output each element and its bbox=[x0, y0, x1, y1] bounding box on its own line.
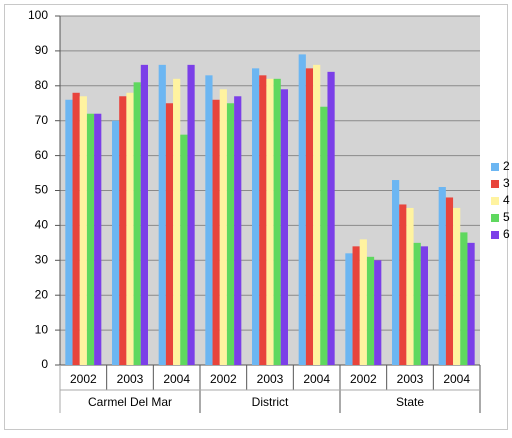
bar bbox=[79, 96, 87, 366]
y-tick-label: 0 bbox=[41, 357, 48, 371]
bar bbox=[112, 120, 120, 365]
x-tick-label: 2004 bbox=[163, 372, 190, 386]
bar bbox=[180, 134, 188, 365]
group-label: State bbox=[396, 395, 424, 409]
bar bbox=[327, 71, 335, 365]
bar bbox=[266, 78, 274, 365]
legend-swatch bbox=[491, 231, 499, 239]
y-tick-label: 40 bbox=[35, 218, 49, 232]
bar bbox=[320, 106, 328, 366]
bar bbox=[212, 99, 220, 365]
y-tick-label: 60 bbox=[35, 148, 49, 162]
bar bbox=[158, 64, 166, 366]
bar bbox=[252, 68, 260, 365]
y-tick-label: 80 bbox=[35, 78, 49, 92]
bar bbox=[119, 96, 127, 366]
x-tick-label: 2003 bbox=[117, 372, 144, 386]
bar bbox=[399, 204, 407, 365]
bar bbox=[467, 242, 475, 365]
bar bbox=[392, 180, 400, 365]
y-tick-label: 20 bbox=[35, 287, 49, 301]
x-tick-label: 2003 bbox=[257, 372, 284, 386]
bar bbox=[165, 103, 174, 365]
bar bbox=[438, 187, 446, 365]
x-tick-label: 2002 bbox=[210, 372, 237, 386]
legend-swatch bbox=[491, 163, 499, 171]
bar bbox=[187, 64, 195, 366]
legend-swatch bbox=[491, 197, 499, 205]
x-tick-label: 2004 bbox=[303, 372, 330, 386]
group-label: District bbox=[252, 395, 289, 409]
legend-swatch bbox=[491, 180, 499, 188]
bar bbox=[406, 207, 414, 365]
bar bbox=[313, 64, 321, 366]
bar bbox=[298, 54, 306, 365]
x-tick-label: 2004 bbox=[443, 372, 470, 386]
bar bbox=[359, 239, 367, 365]
bar bbox=[234, 96, 242, 366]
legend-label: 2 bbox=[503, 159, 510, 173]
bar bbox=[445, 197, 454, 365]
bar bbox=[345, 253, 353, 365]
bar bbox=[273, 78, 281, 365]
bar bbox=[94, 113, 102, 365]
bar bbox=[205, 75, 213, 365]
y-tick-label: 90 bbox=[35, 43, 49, 57]
bar bbox=[280, 89, 288, 365]
bar bbox=[366, 256, 375, 365]
bar bbox=[460, 232, 468, 365]
legend-swatch bbox=[491, 214, 499, 222]
bar bbox=[413, 242, 421, 365]
y-tick-label: 100 bbox=[28, 8, 48, 22]
bar bbox=[305, 68, 314, 365]
y-tick-label: 50 bbox=[35, 183, 49, 197]
bar bbox=[226, 103, 235, 365]
bar bbox=[352, 246, 360, 365]
legend-label: 4 bbox=[503, 193, 510, 207]
y-tick-label: 30 bbox=[35, 252, 49, 266]
bar bbox=[72, 92, 80, 365]
bar bbox=[259, 75, 267, 365]
bar bbox=[374, 260, 382, 365]
bar bbox=[133, 82, 141, 365]
x-tick-label: 2002 bbox=[350, 372, 377, 386]
bar bbox=[65, 99, 73, 365]
bar bbox=[219, 89, 227, 365]
bar bbox=[420, 246, 428, 365]
bar bbox=[453, 207, 461, 365]
y-tick-label: 70 bbox=[35, 113, 49, 127]
bar bbox=[140, 64, 148, 366]
x-tick-label: 2002 bbox=[70, 372, 97, 386]
group-label: Carmel Del Mar bbox=[88, 395, 172, 409]
bar bbox=[173, 78, 181, 365]
x-tick-label: 2003 bbox=[397, 372, 424, 386]
bar bbox=[86, 113, 95, 365]
legend-label: 3 bbox=[503, 176, 510, 190]
legend-label: 6 bbox=[503, 227, 510, 241]
y-tick-label: 10 bbox=[35, 322, 49, 336]
bar bbox=[126, 92, 134, 365]
legend-label: 5 bbox=[503, 210, 510, 224]
